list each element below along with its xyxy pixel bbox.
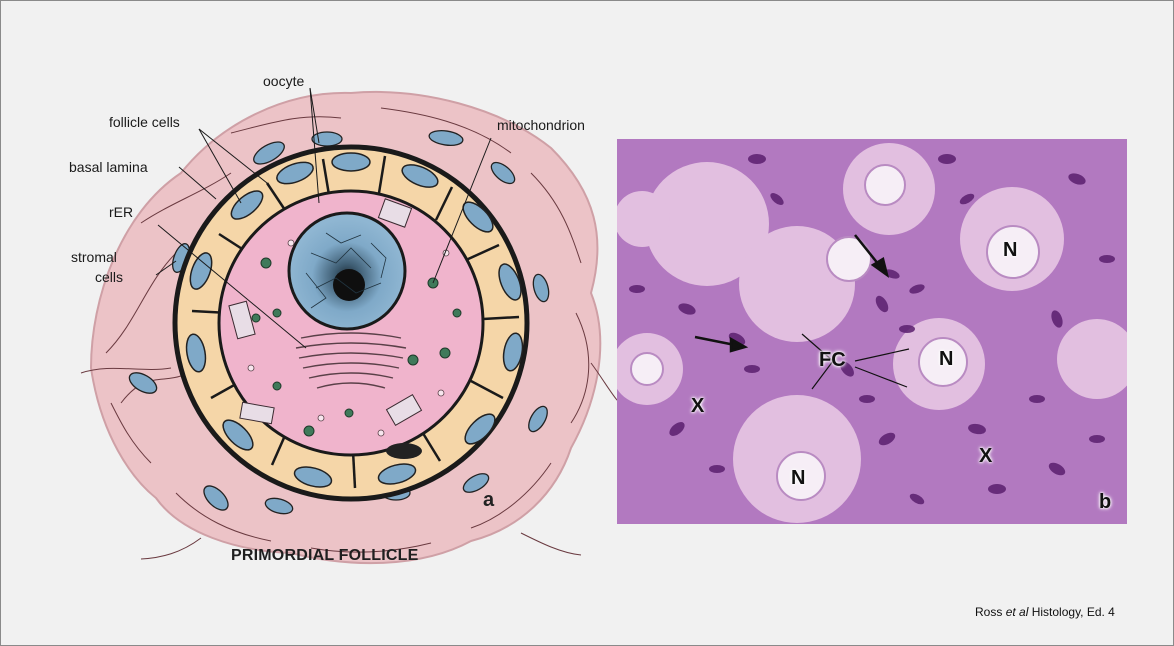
panel-letter-a: a: [483, 489, 495, 511]
follicle-diagram: oocyte follicle cells mitochondrion basa…: [51, 63, 631, 583]
label-x-left: X: [691, 395, 705, 417]
label-follicle-cells: follicle cells: [109, 114, 180, 130]
source-credit: Ross et al Histology, Ed. 4: [975, 605, 1115, 619]
micrograph: N N N FC X X b: [617, 139, 1127, 524]
credit-prefix: Ross: [975, 605, 1006, 619]
label-mitochondrion: mitochondrion: [497, 117, 585, 133]
label-n-mid: N: [939, 348, 954, 370]
label-fc: FC: [819, 349, 846, 371]
diagram-title: PRIMORDIAL FOLLICLE: [231, 547, 419, 564]
label-x-right: X: [979, 445, 993, 467]
credit-suffix: Histology, Ed. 4: [1028, 605, 1115, 619]
label-cells: cells: [95, 269, 124, 285]
label-n-bottom: N: [791, 467, 806, 489]
credit-italic: et al: [1005, 605, 1029, 619]
panel-letter-b: b: [1099, 491, 1112, 513]
label-stromal: stromal: [71, 249, 117, 265]
micrograph-drawing: [617, 139, 1127, 524]
label-basal-lamina: basal lamina: [69, 159, 148, 175]
label-rer: rER: [109, 204, 134, 220]
label-oocyte: oocyte: [263, 73, 305, 89]
follicle-diagram-drawing: [80, 87, 627, 565]
label-n-top: N: [1003, 239, 1018, 261]
